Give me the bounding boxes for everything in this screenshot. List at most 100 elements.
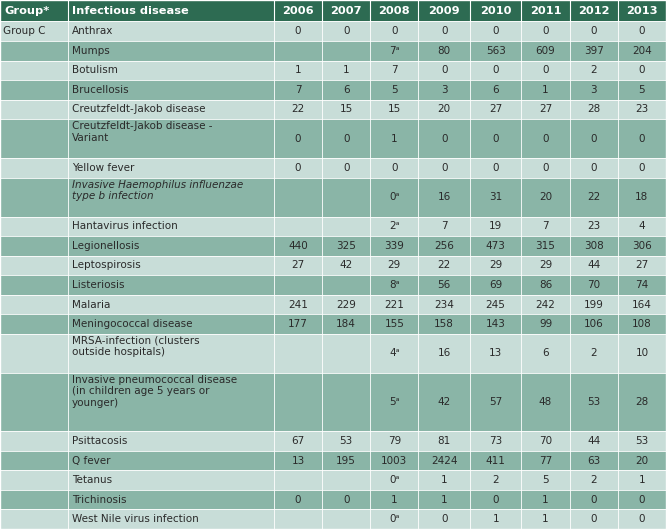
Text: 0: 0 (294, 163, 301, 173)
Bar (0, 119, 666, 158)
Text: 73: 73 (489, 436, 502, 446)
Bar (0, 0, 666, 22)
Text: 609: 609 (535, 45, 555, 56)
Text: 13: 13 (291, 455, 304, 466)
Text: 3: 3 (441, 85, 448, 95)
Text: 2007: 2007 (330, 6, 362, 16)
Text: 23: 23 (635, 104, 649, 114)
Text: 1: 1 (639, 475, 645, 485)
Text: 23: 23 (587, 222, 600, 231)
Text: Infectious disease: Infectious disease (72, 6, 188, 16)
Bar (0, 470, 666, 490)
Text: 42: 42 (438, 397, 451, 407)
Text: Invasive pneumococcal disease
(in children age 5 years or
younger): Invasive pneumococcal disease (in childr… (72, 375, 237, 408)
Text: 0: 0 (492, 134, 499, 143)
Text: 0ᵃ: 0ᵃ (389, 514, 400, 524)
Text: Legionellosis: Legionellosis (72, 241, 139, 251)
Bar (0, 41, 666, 60)
Text: 2: 2 (492, 475, 499, 485)
Text: 0: 0 (492, 26, 499, 36)
Text: 48: 48 (539, 397, 552, 407)
Text: 0: 0 (294, 26, 301, 36)
Text: Hantavirus infection: Hantavirus infection (72, 222, 178, 231)
Text: 53: 53 (635, 436, 649, 446)
Text: 1: 1 (542, 495, 549, 505)
Text: 15: 15 (340, 104, 353, 114)
Text: 2010: 2010 (480, 6, 511, 16)
Text: 4ᵃ: 4ᵃ (389, 348, 400, 358)
Text: 99: 99 (539, 319, 552, 329)
Text: 6: 6 (542, 348, 549, 358)
Text: 29: 29 (489, 260, 502, 270)
Text: 0: 0 (639, 134, 645, 143)
Text: 80: 80 (438, 45, 451, 56)
Text: 2: 2 (590, 475, 597, 485)
Text: 2ᵃ: 2ᵃ (389, 222, 400, 231)
Text: 22: 22 (438, 260, 451, 270)
Text: Mumps: Mumps (72, 45, 110, 56)
Text: 28: 28 (587, 104, 600, 114)
Text: 1: 1 (391, 495, 398, 505)
Text: 234: 234 (434, 299, 454, 309)
Text: 0: 0 (542, 163, 549, 173)
Text: 20: 20 (635, 455, 649, 466)
Text: Meningococcal disease: Meningococcal disease (72, 319, 192, 329)
Text: 2012: 2012 (578, 6, 609, 16)
Text: 7: 7 (441, 222, 448, 231)
Text: 0: 0 (639, 65, 645, 75)
Text: 27: 27 (635, 260, 649, 270)
Text: 0: 0 (441, 65, 448, 75)
Text: 22: 22 (587, 192, 600, 202)
Text: 0: 0 (343, 163, 350, 173)
Text: 3: 3 (590, 85, 597, 95)
Bar (0, 178, 666, 217)
Text: 0: 0 (441, 134, 448, 143)
Text: 86: 86 (539, 280, 552, 290)
Text: 245: 245 (486, 299, 505, 309)
Text: 0: 0 (591, 163, 597, 173)
Text: 1: 1 (542, 85, 549, 95)
Text: 473: 473 (486, 241, 505, 251)
Bar (0, 60, 666, 80)
Text: 0: 0 (492, 495, 499, 505)
Text: 20: 20 (438, 104, 451, 114)
Text: 16: 16 (438, 192, 451, 202)
Text: 1: 1 (492, 514, 499, 524)
Text: 0: 0 (441, 26, 448, 36)
Text: 158: 158 (434, 319, 454, 329)
Text: 0: 0 (492, 65, 499, 75)
Text: 0: 0 (542, 134, 549, 143)
Text: 0: 0 (343, 134, 350, 143)
Text: 15: 15 (388, 104, 401, 114)
Bar (0, 373, 666, 431)
Text: Listeriosis: Listeriosis (72, 280, 125, 290)
Text: Creutzfeldt-Jakob disease: Creutzfeldt-Jakob disease (72, 104, 205, 114)
Text: 0: 0 (591, 134, 597, 143)
Text: Brucellosis: Brucellosis (72, 85, 129, 95)
Bar (0, 295, 666, 314)
Text: 27: 27 (291, 260, 304, 270)
Text: 53: 53 (340, 436, 353, 446)
Text: 0: 0 (391, 163, 398, 173)
Text: Q fever: Q fever (72, 455, 111, 466)
Text: 177: 177 (288, 319, 308, 329)
Text: 2: 2 (590, 65, 597, 75)
Text: 397: 397 (584, 45, 603, 56)
Text: 2424: 2424 (431, 455, 458, 466)
Bar (0, 256, 666, 275)
Text: Group*: Group* (4, 6, 49, 16)
Text: 0: 0 (294, 134, 301, 143)
Text: 204: 204 (632, 45, 652, 56)
Text: 221: 221 (384, 299, 404, 309)
Text: 325: 325 (336, 241, 356, 251)
Text: 74: 74 (635, 280, 649, 290)
Text: 339: 339 (384, 241, 404, 251)
Text: 0: 0 (542, 26, 549, 36)
Bar (0, 275, 666, 295)
Text: 44: 44 (587, 260, 600, 270)
Text: 5: 5 (391, 85, 398, 95)
Text: 0: 0 (639, 163, 645, 173)
Text: 8ᵃ: 8ᵃ (389, 280, 400, 290)
Text: 0: 0 (639, 495, 645, 505)
Text: Yellow fever: Yellow fever (72, 163, 135, 173)
